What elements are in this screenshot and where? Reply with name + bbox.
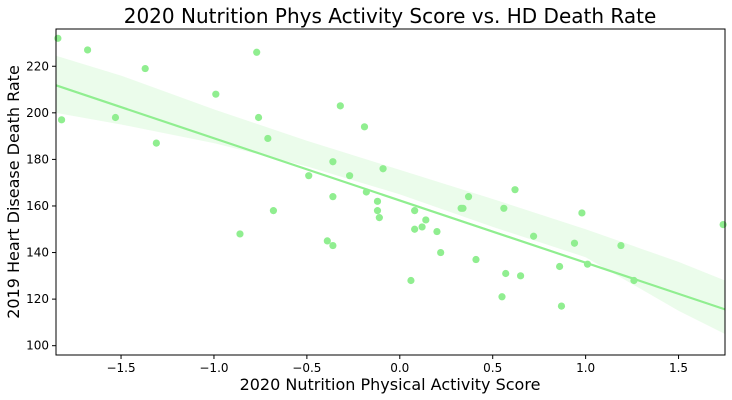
data-point <box>236 230 244 238</box>
data-point <box>57 116 66 124</box>
x-tick-label: −0.5 <box>292 361 321 375</box>
data-point <box>407 276 415 285</box>
data-point <box>54 34 62 42</box>
data-point <box>323 237 331 245</box>
y-tick-label: 140 <box>26 246 49 260</box>
chart-title: 2020 Nutrition Phys Activity Score vs. H… <box>124 4 657 28</box>
data-point <box>253 48 261 56</box>
data-point <box>411 207 419 215</box>
data-point <box>141 64 149 73</box>
y-tick-label: 120 <box>26 292 49 306</box>
data-point <box>464 193 473 201</box>
data-point <box>516 272 525 280</box>
x-tick-label: 0.5 <box>483 361 502 375</box>
data-point <box>502 269 510 278</box>
data-point <box>459 204 467 212</box>
data-point <box>556 262 564 271</box>
data-point <box>557 302 566 310</box>
y-tick-label: 100 <box>26 339 49 353</box>
confidence-band-layer <box>56 55 725 335</box>
data-point <box>269 207 278 215</box>
data-point <box>498 293 506 301</box>
y-tick-label: 180 <box>26 152 49 166</box>
x-tick-label: −1.0 <box>199 361 228 375</box>
data-point <box>578 209 586 217</box>
data-point <box>83 46 92 54</box>
x-tick-label: 1.5 <box>669 361 688 375</box>
plot-area-frame <box>55 28 726 356</box>
data-point <box>152 139 160 147</box>
data-point <box>254 113 263 122</box>
data-point <box>329 193 337 201</box>
data-point <box>630 276 638 285</box>
y-tick-label: 160 <box>26 199 49 213</box>
data-point <box>437 248 445 257</box>
data-point <box>329 241 337 250</box>
data-point <box>346 172 354 180</box>
x-tick-label: 1.0 <box>576 361 595 375</box>
data-point <box>472 255 480 264</box>
x-axis-title: 2020 Nutrition Physical Activity Score <box>240 375 541 394</box>
x-tick-label: 0.0 <box>390 361 409 375</box>
data-point <box>212 90 220 98</box>
data-point <box>360 123 369 131</box>
data-point <box>511 186 519 194</box>
y-axis-title: 2019 Heart Disease Death Rate <box>4 65 23 319</box>
data-point <box>336 102 344 110</box>
data-point <box>529 232 538 240</box>
x-tick-label: −1.5 <box>106 361 135 375</box>
data-point <box>264 134 272 143</box>
data-points-layer <box>54 34 727 310</box>
data-point <box>379 165 387 173</box>
y-axis-ticks: 100 120 140 160 180 200 220 <box>26 59 56 353</box>
data-point <box>433 227 441 236</box>
data-point <box>418 223 426 231</box>
data-point <box>617 241 625 250</box>
data-point <box>375 214 383 222</box>
x-axis-ticks: −1.5 −1.0 −0.5 0.0 0.5 1.0 1.5 <box>106 355 688 375</box>
data-point <box>500 204 508 212</box>
data-point <box>305 172 313 180</box>
data-point <box>373 197 382 205</box>
data-point <box>719 221 727 229</box>
y-tick-label: 220 <box>26 59 49 73</box>
data-point <box>373 207 382 215</box>
y-tick-label: 200 <box>26 106 49 120</box>
data-point <box>362 188 370 196</box>
data-point <box>111 113 120 122</box>
data-point <box>411 225 419 233</box>
data-point <box>583 260 592 268</box>
data-point <box>329 158 337 166</box>
data-point <box>570 239 579 247</box>
confidence-band <box>56 55 725 335</box>
fit-line-layer <box>55 84 726 311</box>
data-point <box>422 216 430 224</box>
regression-line <box>55 84 726 311</box>
